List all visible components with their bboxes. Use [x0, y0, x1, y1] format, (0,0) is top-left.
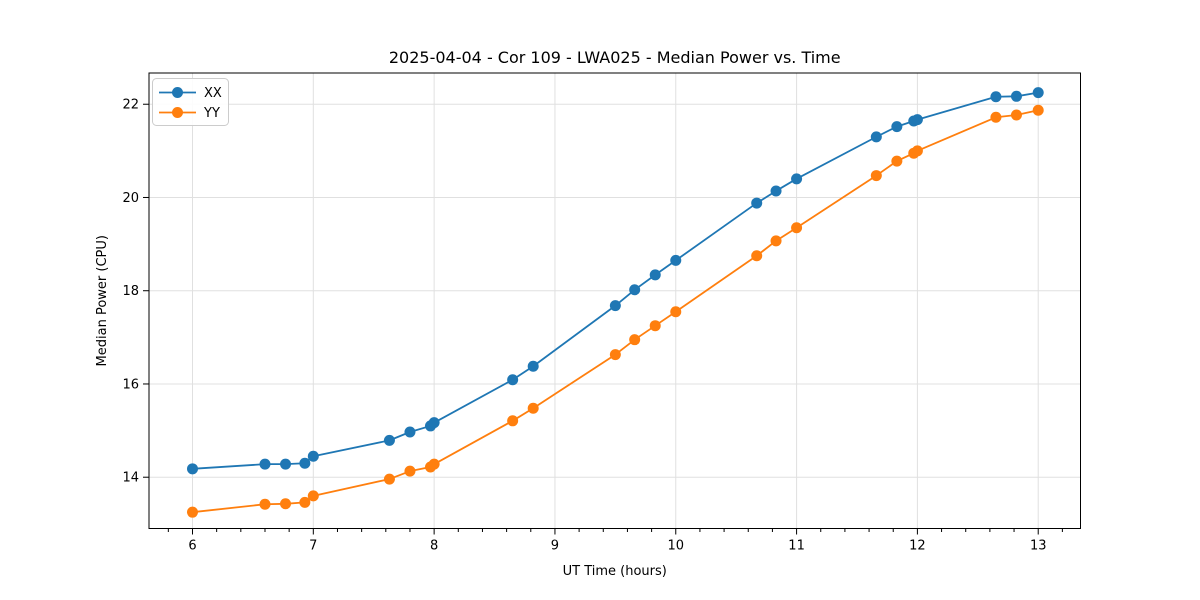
- y-tick-label: 22: [122, 98, 139, 113]
- y-tick-label: 14: [122, 471, 139, 486]
- data-point-yy: [186, 506, 198, 518]
- data-point-xx: [990, 91, 1002, 103]
- legend-label-yy: YY: [203, 106, 220, 121]
- data-point-xx: [383, 434, 395, 446]
- legend-item-xx: XX: [159, 86, 222, 101]
- data-point-xx: [299, 457, 311, 469]
- data-point-xx: [609, 300, 621, 312]
- y-axis-label: Median Power (CPU): [95, 235, 110, 366]
- series-yy-line: [191, 109, 1040, 514]
- legend-marker-yy: [172, 107, 183, 118]
- y-tick-label: 18: [122, 284, 139, 299]
- x-tick-label: 12: [909, 539, 926, 554]
- data-point-xx: [186, 463, 198, 475]
- data-point-yy: [1032, 104, 1044, 116]
- y-tick-label: 20: [122, 191, 139, 206]
- data-point-xx: [307, 450, 319, 462]
- data-point-xx: [649, 269, 661, 281]
- data-point-xx: [404, 426, 416, 438]
- x-tick-label: 13: [1030, 539, 1047, 554]
- data-point-xx: [870, 131, 882, 143]
- data-point-yy: [791, 222, 803, 234]
- data-point-yy: [299, 496, 311, 508]
- data-point-yy: [990, 111, 1002, 123]
- data-point-yy: [259, 498, 271, 510]
- data-point-xx: [428, 417, 440, 429]
- data-point-yy: [891, 155, 903, 167]
- data-point-yy: [383, 473, 395, 485]
- legend-item-yy: YY: [159, 106, 220, 121]
- data-point-xx: [280, 458, 292, 470]
- legend-box: [152, 78, 229, 126]
- data-point-yy: [280, 498, 292, 510]
- legend-marker-xx: [172, 87, 183, 98]
- x-tick-label: 11: [788, 539, 805, 554]
- data-point-yy: [428, 458, 440, 470]
- x-tick-label: 9: [551, 539, 559, 554]
- data-point-yy: [507, 415, 519, 427]
- data-point-yy: [870, 170, 882, 182]
- data-point-xx: [1032, 87, 1044, 99]
- data-point-yy: [670, 306, 682, 318]
- data-point-xx: [670, 254, 682, 266]
- data-point-xx: [527, 360, 539, 372]
- data-point-yy: [751, 250, 763, 262]
- chart-title: 2025-04-04 - Cor 109 - LWA025 - Median P…: [389, 48, 841, 67]
- x-axis-label: UT Time (hours): [563, 564, 667, 579]
- data-point-yy: [911, 145, 923, 157]
- data-point-yy: [649, 320, 661, 332]
- data-point-yy: [629, 334, 641, 346]
- data-point-yy: [307, 490, 319, 502]
- x-tick-label: 7: [309, 539, 317, 554]
- x-tick-label: 8: [430, 539, 438, 554]
- data-point-yy: [404, 465, 416, 477]
- data-point-xx: [507, 374, 519, 386]
- legend-label-xx: XX: [204, 86, 222, 101]
- data-point-xx: [629, 284, 641, 296]
- data-point-xx: [791, 173, 803, 185]
- y-tick-label: 16: [122, 377, 139, 392]
- data-point-xx: [770, 185, 782, 197]
- data-point-xx: [259, 458, 271, 470]
- data-point-yy: [1010, 109, 1022, 121]
- legend: XX YY: [152, 78, 229, 126]
- data-point-yy: [609, 349, 621, 361]
- data-point-xx: [1010, 90, 1022, 102]
- data-point-yy: [770, 235, 782, 247]
- x-tick-label: 6: [188, 539, 196, 554]
- data-point-xx: [751, 197, 763, 209]
- data-point-xx: [891, 121, 903, 133]
- data-point-xx: [911, 114, 923, 126]
- plot-border: [148, 72, 1081, 529]
- data-point-yy: [527, 402, 539, 414]
- x-tick-label: 10: [667, 539, 684, 554]
